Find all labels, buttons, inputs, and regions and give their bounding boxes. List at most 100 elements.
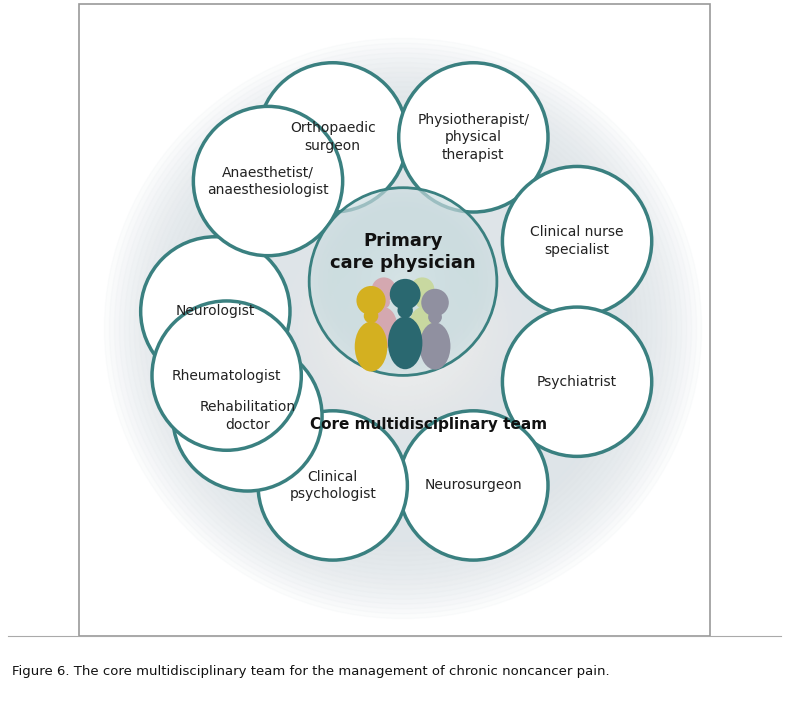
Circle shape: [398, 411, 548, 560]
Ellipse shape: [224, 154, 582, 503]
Ellipse shape: [378, 304, 428, 353]
Ellipse shape: [328, 256, 477, 401]
Ellipse shape: [348, 275, 458, 382]
Circle shape: [351, 230, 454, 333]
Ellipse shape: [308, 237, 498, 420]
Ellipse shape: [279, 208, 528, 449]
Ellipse shape: [289, 218, 518, 439]
Ellipse shape: [174, 106, 632, 551]
Circle shape: [333, 211, 473, 352]
Ellipse shape: [304, 232, 503, 425]
Ellipse shape: [134, 68, 671, 589]
Circle shape: [346, 225, 459, 338]
Ellipse shape: [388, 316, 422, 369]
Ellipse shape: [363, 290, 443, 367]
Text: Psychiatrist: Psychiatrist: [537, 375, 617, 389]
Circle shape: [389, 267, 417, 296]
Circle shape: [384, 263, 422, 300]
Circle shape: [398, 277, 408, 287]
Ellipse shape: [393, 319, 413, 338]
Text: Clinical nurse
specialist: Clinical nurse specialist: [530, 225, 624, 257]
Text: Core multidisciplinary team: Core multidisciplinary team: [310, 417, 548, 432]
Circle shape: [338, 216, 469, 347]
Circle shape: [173, 342, 322, 491]
Text: Rheumatologist: Rheumatologist: [172, 368, 282, 383]
Circle shape: [323, 202, 483, 361]
Ellipse shape: [194, 125, 612, 532]
Ellipse shape: [313, 242, 492, 415]
Ellipse shape: [358, 285, 448, 372]
Ellipse shape: [416, 296, 428, 309]
Ellipse shape: [368, 294, 438, 363]
Circle shape: [394, 272, 413, 291]
Ellipse shape: [409, 307, 436, 348]
Ellipse shape: [343, 270, 463, 387]
Ellipse shape: [398, 324, 408, 333]
Circle shape: [319, 197, 488, 366]
Circle shape: [375, 253, 431, 310]
Ellipse shape: [214, 145, 593, 512]
Ellipse shape: [239, 169, 567, 488]
Circle shape: [398, 63, 548, 212]
Ellipse shape: [355, 321, 387, 372]
Circle shape: [356, 235, 450, 328]
Circle shape: [342, 220, 464, 343]
Circle shape: [370, 249, 436, 314]
Ellipse shape: [274, 203, 533, 454]
Ellipse shape: [234, 164, 572, 493]
Circle shape: [372, 277, 396, 301]
Ellipse shape: [119, 53, 686, 604]
Ellipse shape: [254, 183, 552, 474]
Ellipse shape: [144, 77, 662, 580]
Ellipse shape: [323, 251, 483, 406]
Circle shape: [309, 188, 497, 375]
Ellipse shape: [179, 111, 627, 546]
Ellipse shape: [104, 38, 701, 619]
Circle shape: [380, 258, 427, 305]
Ellipse shape: [338, 266, 468, 391]
Ellipse shape: [259, 188, 548, 469]
Text: Neurologist: Neurologist: [176, 304, 255, 319]
Text: Primary
care physician: Primary care physician: [331, 232, 476, 272]
Ellipse shape: [184, 116, 622, 541]
Circle shape: [314, 193, 492, 370]
Text: Anaesthetist/
anaesthesiologist: Anaesthetist/ anaesthesiologist: [208, 165, 329, 197]
Ellipse shape: [204, 135, 602, 522]
Ellipse shape: [244, 173, 563, 483]
Ellipse shape: [129, 63, 677, 594]
Ellipse shape: [283, 213, 522, 444]
Ellipse shape: [149, 82, 657, 575]
Circle shape: [503, 307, 652, 456]
Ellipse shape: [189, 121, 617, 536]
Ellipse shape: [169, 101, 637, 556]
Ellipse shape: [428, 310, 442, 324]
Ellipse shape: [114, 48, 692, 609]
Ellipse shape: [294, 222, 513, 435]
Ellipse shape: [398, 303, 413, 318]
Ellipse shape: [370, 307, 398, 348]
Ellipse shape: [154, 87, 652, 570]
Circle shape: [152, 301, 301, 450]
Circle shape: [328, 206, 478, 357]
Ellipse shape: [298, 227, 507, 430]
Ellipse shape: [388, 314, 418, 343]
Ellipse shape: [383, 309, 423, 348]
Ellipse shape: [159, 92, 647, 565]
Circle shape: [357, 286, 386, 315]
Ellipse shape: [353, 280, 453, 377]
Ellipse shape: [319, 246, 488, 411]
Text: Physiotherapist/
physical
therapist: Physiotherapist/ physical therapist: [417, 112, 529, 162]
Text: Orthopaedic
surgeon: Orthopaedic surgeon: [290, 122, 376, 154]
Circle shape: [361, 240, 445, 324]
Circle shape: [390, 279, 421, 310]
Ellipse shape: [219, 149, 587, 508]
Ellipse shape: [164, 97, 642, 560]
Ellipse shape: [139, 73, 667, 584]
Text: Neurosurgeon: Neurosurgeon: [424, 479, 522, 493]
Circle shape: [258, 63, 407, 212]
Circle shape: [309, 188, 497, 375]
Ellipse shape: [209, 140, 597, 517]
Text: Rehabilitation
doctor: Rehabilitation doctor: [200, 400, 296, 432]
Text: Clinical
psychologist: Clinical psychologist: [290, 469, 376, 501]
Ellipse shape: [268, 198, 537, 459]
